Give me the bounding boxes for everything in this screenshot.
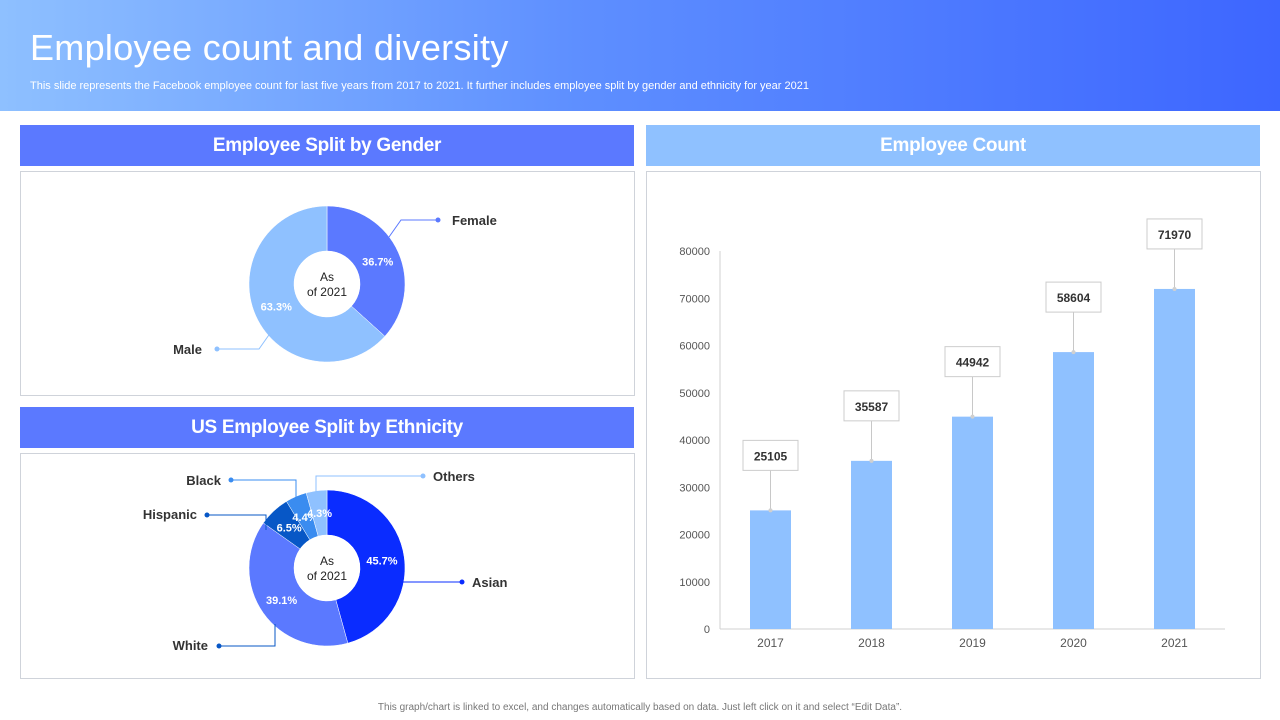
bar-2018 [851,460,892,629]
x-tick-label: 2017 [757,636,784,650]
bar-2017 [750,510,791,629]
legend-label-asian: Asian [472,575,507,590]
bar-2021 [1154,288,1195,629]
slice-label-female: 36.7% [362,256,393,268]
leader-dot-asian [459,579,465,585]
leader-line-white [219,624,276,647]
gender-chart-panel: 36.7% Female 63.3% Male As of 2021 [20,171,635,396]
leader-line-black [231,479,297,498]
y-tick-label: 60000 [679,341,710,353]
leader-dot-hispanic [204,512,210,518]
legend-label-male: Male [173,342,202,357]
y-tick-label: 0 [704,624,710,636]
employee-count-title: Employee Count [646,125,1260,166]
data-label-box [1045,281,1102,313]
x-tick-label: 2018 [858,636,885,650]
slice-label-others: 4.3% [307,508,332,520]
x-tick-label: 2020 [1060,636,1087,650]
leader-line-male [217,331,272,350]
data-label-dot [1071,350,1076,355]
slice-label-male: 63.3% [261,302,292,314]
leader-line-hispanic [207,514,267,530]
header-banner: Employee count and diversity This slide … [0,0,1280,111]
y-tick-label: 70000 [679,293,710,305]
donut-hole [294,251,360,317]
slice-label-hispanic: 6.5% [277,522,302,534]
ethnicity-chart-title: US Employee Split by Ethnicity [20,407,634,448]
y-tick-label: 20000 [679,530,710,542]
footer-note: This graph/chart is linked to excel, and… [377,702,903,713]
center-label-line-2: of 2021 [307,285,347,299]
data-label-2019: 44942 [956,356,990,370]
data-label-box [843,390,900,422]
data-label-2018: 35587 [855,400,889,414]
ethnicity-chart-panel: 45.7% Asian 39.1% White 6.5% Hispanic 4.4% Blac… [20,453,635,679]
center-label-line-1: As [320,554,334,568]
y-tick-label: 40000 [679,435,710,447]
bar-2020 [1053,352,1094,629]
employee-count-panel: 0 10000 20000 30000 40000 50000 60000 70000 8000… [646,171,1261,679]
legend-label-black: Black [186,473,221,488]
gender-chart-title: Employee Split by Gender [20,125,634,166]
y-tick-label: 30000 [679,482,710,494]
ethnicity-donut-chart: 45.7% Asian 39.1% White 6.5% Hispanic 4.4% Blac… [143,469,508,653]
data-label-dot [869,458,874,463]
data-label-dot [970,414,975,419]
y-tick-label: 10000 [679,577,710,589]
x-tick-label: 2019 [959,636,986,650]
data-label-2017: 25105 [754,449,788,463]
legend-label-others: Others [433,469,475,484]
leader-dot-male [214,346,220,352]
donut-hole [294,535,360,601]
data-label-2020: 58604 [1057,291,1091,305]
y-tick-label: 50000 [679,388,710,400]
data-label-2021: 71970 [1158,228,1192,242]
data-label-dot [1172,286,1177,291]
page-subtitle: This slide represents the Facebook emplo… [30,80,809,92]
center-label-line-1: As [320,270,334,284]
data-label-dot [768,508,773,513]
legend-label-female: Female [452,213,497,228]
x-tick-label: 2021 [1161,636,1188,650]
slice-label-black: 4.4% [292,512,317,524]
data-label-box [1146,218,1203,250]
leader-dot-white [216,643,222,649]
legend-label-hispanic: Hispanic [143,507,197,522]
data-label-box [944,346,1001,378]
y-tick-label: 80000 [679,246,710,258]
slice-label-white: 39.1% [266,595,297,607]
leader-line-others [315,475,423,494]
leader-dot-female [435,217,441,223]
leader-dot-others [420,473,426,479]
legend-label-white: White [173,638,208,653]
page-title: Employee count and diversity [30,27,509,68]
bar-2019 [952,416,993,629]
leader-dot-black [228,477,234,483]
employee-count-bar-chart: 0 10000 20000 30000 40000 50000 60000 70000 8000… [679,218,1225,650]
data-label-box [742,439,799,471]
center-label-line-2: of 2021 [307,569,347,583]
slice-label-asian: 45.7% [366,556,397,568]
leader-line-female [388,219,438,238]
